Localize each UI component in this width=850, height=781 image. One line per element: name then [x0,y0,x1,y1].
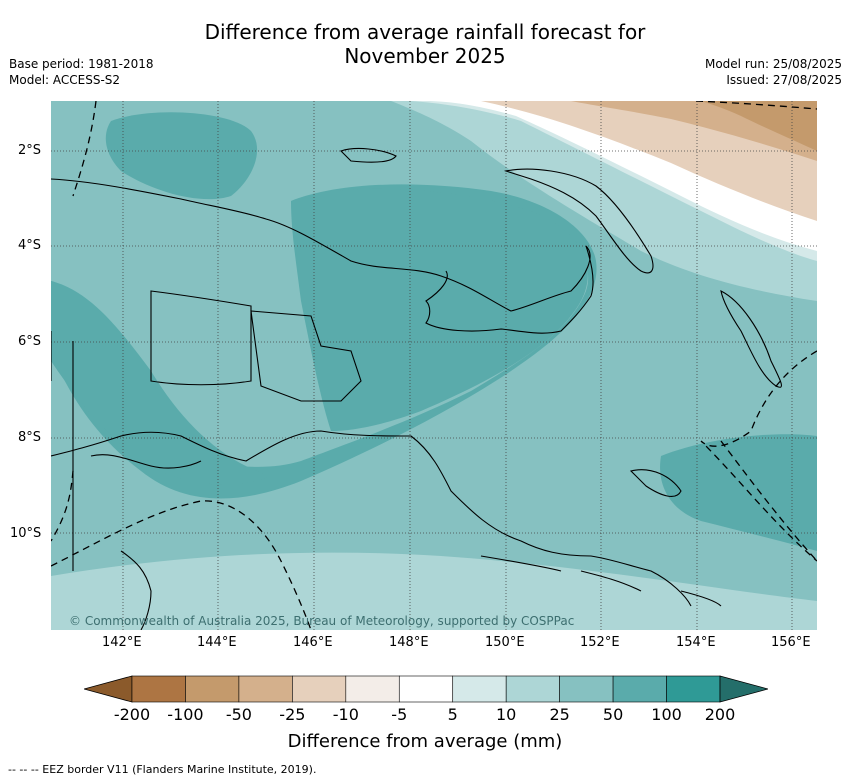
rainfall-map [51,101,817,630]
colorbar-tick-label: -25 [279,705,306,724]
eez-north-east [695,101,817,110]
eez-north-west [72,101,97,197]
shade-east-blob [660,434,817,551]
province-borders-central [250,310,362,402]
eez-borders [51,101,817,630]
lat-label-8s: 8°S [18,430,42,445]
gridlines [51,101,817,630]
manus-island [339,147,397,163]
shade-band-south [51,552,817,630]
colorbar-arrow-low [82,675,133,703]
coastlines [51,147,782,630]
new-guinea-north-coast [51,178,594,334]
lon-label-144e: 144°E [197,635,237,650]
colorbar-segment [452,675,507,703]
torres-coast [90,454,202,469]
colorbar-title: Difference from average (mm) [287,731,563,752]
chart-title: Difference from average rainfall forecas… [0,20,850,68]
colorbar-segment [505,675,560,703]
islands-southeast [629,469,682,497]
shade-dry-strong [701,101,817,151]
eez-east-lower [720,440,817,562]
colorbar-arrow-high [719,675,770,703]
colorbar-tick-label: 10 [495,705,517,724]
lon-label-146e: 146°E [293,635,333,650]
meta-right: Model run: 25/08/2025 Issued: 27/08/2025 [705,56,842,88]
lat-label-6s: 6°S [18,334,42,349]
colorbar-segment [292,675,347,703]
meta-left: Base period: 1981-2018 Model: ACCESS-S2 [9,56,154,88]
lon-label-150e: 150°E [485,635,525,650]
base-period: Base period: 1981-2018 [9,57,154,71]
shade-central-band [51,184,597,499]
colorbar-segment [238,675,293,703]
lat-label-10s: 10°S [10,526,42,541]
model-run: Model run: 25/08/2025 [704,57,842,71]
title-line-2: November 2025 [344,44,506,68]
province-borders-west [150,290,252,386]
lat-label-4s: 4°S [18,238,42,253]
west-border [51,331,74,571]
colorbar-tick-label: -10 [332,705,359,724]
lat-label-2s: 2°S [18,143,42,158]
colorbar-segment [666,675,721,703]
model-name: Model: ACCESS-S2 [9,73,121,87]
colorbar-tick-label: 25 [549,705,570,724]
eez-west [51,470,74,542]
colorbar-segment [559,675,614,703]
colorbar-segment [185,675,240,703]
colorbar-tick-label: 50 [602,705,624,724]
colorbar-tick-label: -100 [167,705,204,724]
colorbar-labels: -200 -100 -50 -25 -10 -5 5 10 25 50 100 200 [0,705,850,727]
eez-legend-note: -- -- -- EEZ border V11 (Flanders Marine… [8,763,317,776]
shade-southwest-arm [51,281,271,485]
new-britain-island [503,168,654,274]
lon-label-152e: 152°E [580,635,620,650]
colorbar-tick-label: 100 [651,705,682,724]
eez-south [51,500,312,630]
issued-date: Issued: 27/08/2025 [726,73,842,87]
colorbar-tick-label: 200 [704,705,736,724]
cape-york-coast [120,550,152,630]
lon-label-156e: 156°E [771,635,811,650]
title-line-1: Difference from average rainfall forecas… [204,20,646,44]
new-guinea-south-coast [51,430,692,607]
shade-central-core [291,188,588,431]
southern-islands [480,555,722,607]
lon-label-142e: 142°E [102,635,142,650]
colorbar-tick-label: -5 [391,705,408,724]
shade-northwest-blob [105,112,258,200]
colorbar-segment [612,675,667,703]
colorbar-tick-label: -200 [113,705,151,724]
map-svg [51,101,817,630]
colorbar-segment [345,675,400,703]
colorbar-segment [131,675,186,703]
eez-east [700,350,817,562]
colorbar-tick-label: -50 [225,705,252,724]
colorbar-tick-label: 5 [447,705,458,724]
lon-label-148e: 148°E [389,635,429,650]
colorbar-segment [398,675,454,703]
colorbar-svg [82,675,770,703]
lon-label-154e: 154°E [676,635,716,650]
copyright-notice: © Commonwealth of Australia 2025, Bureau… [69,614,575,628]
colorbar [82,674,770,704]
